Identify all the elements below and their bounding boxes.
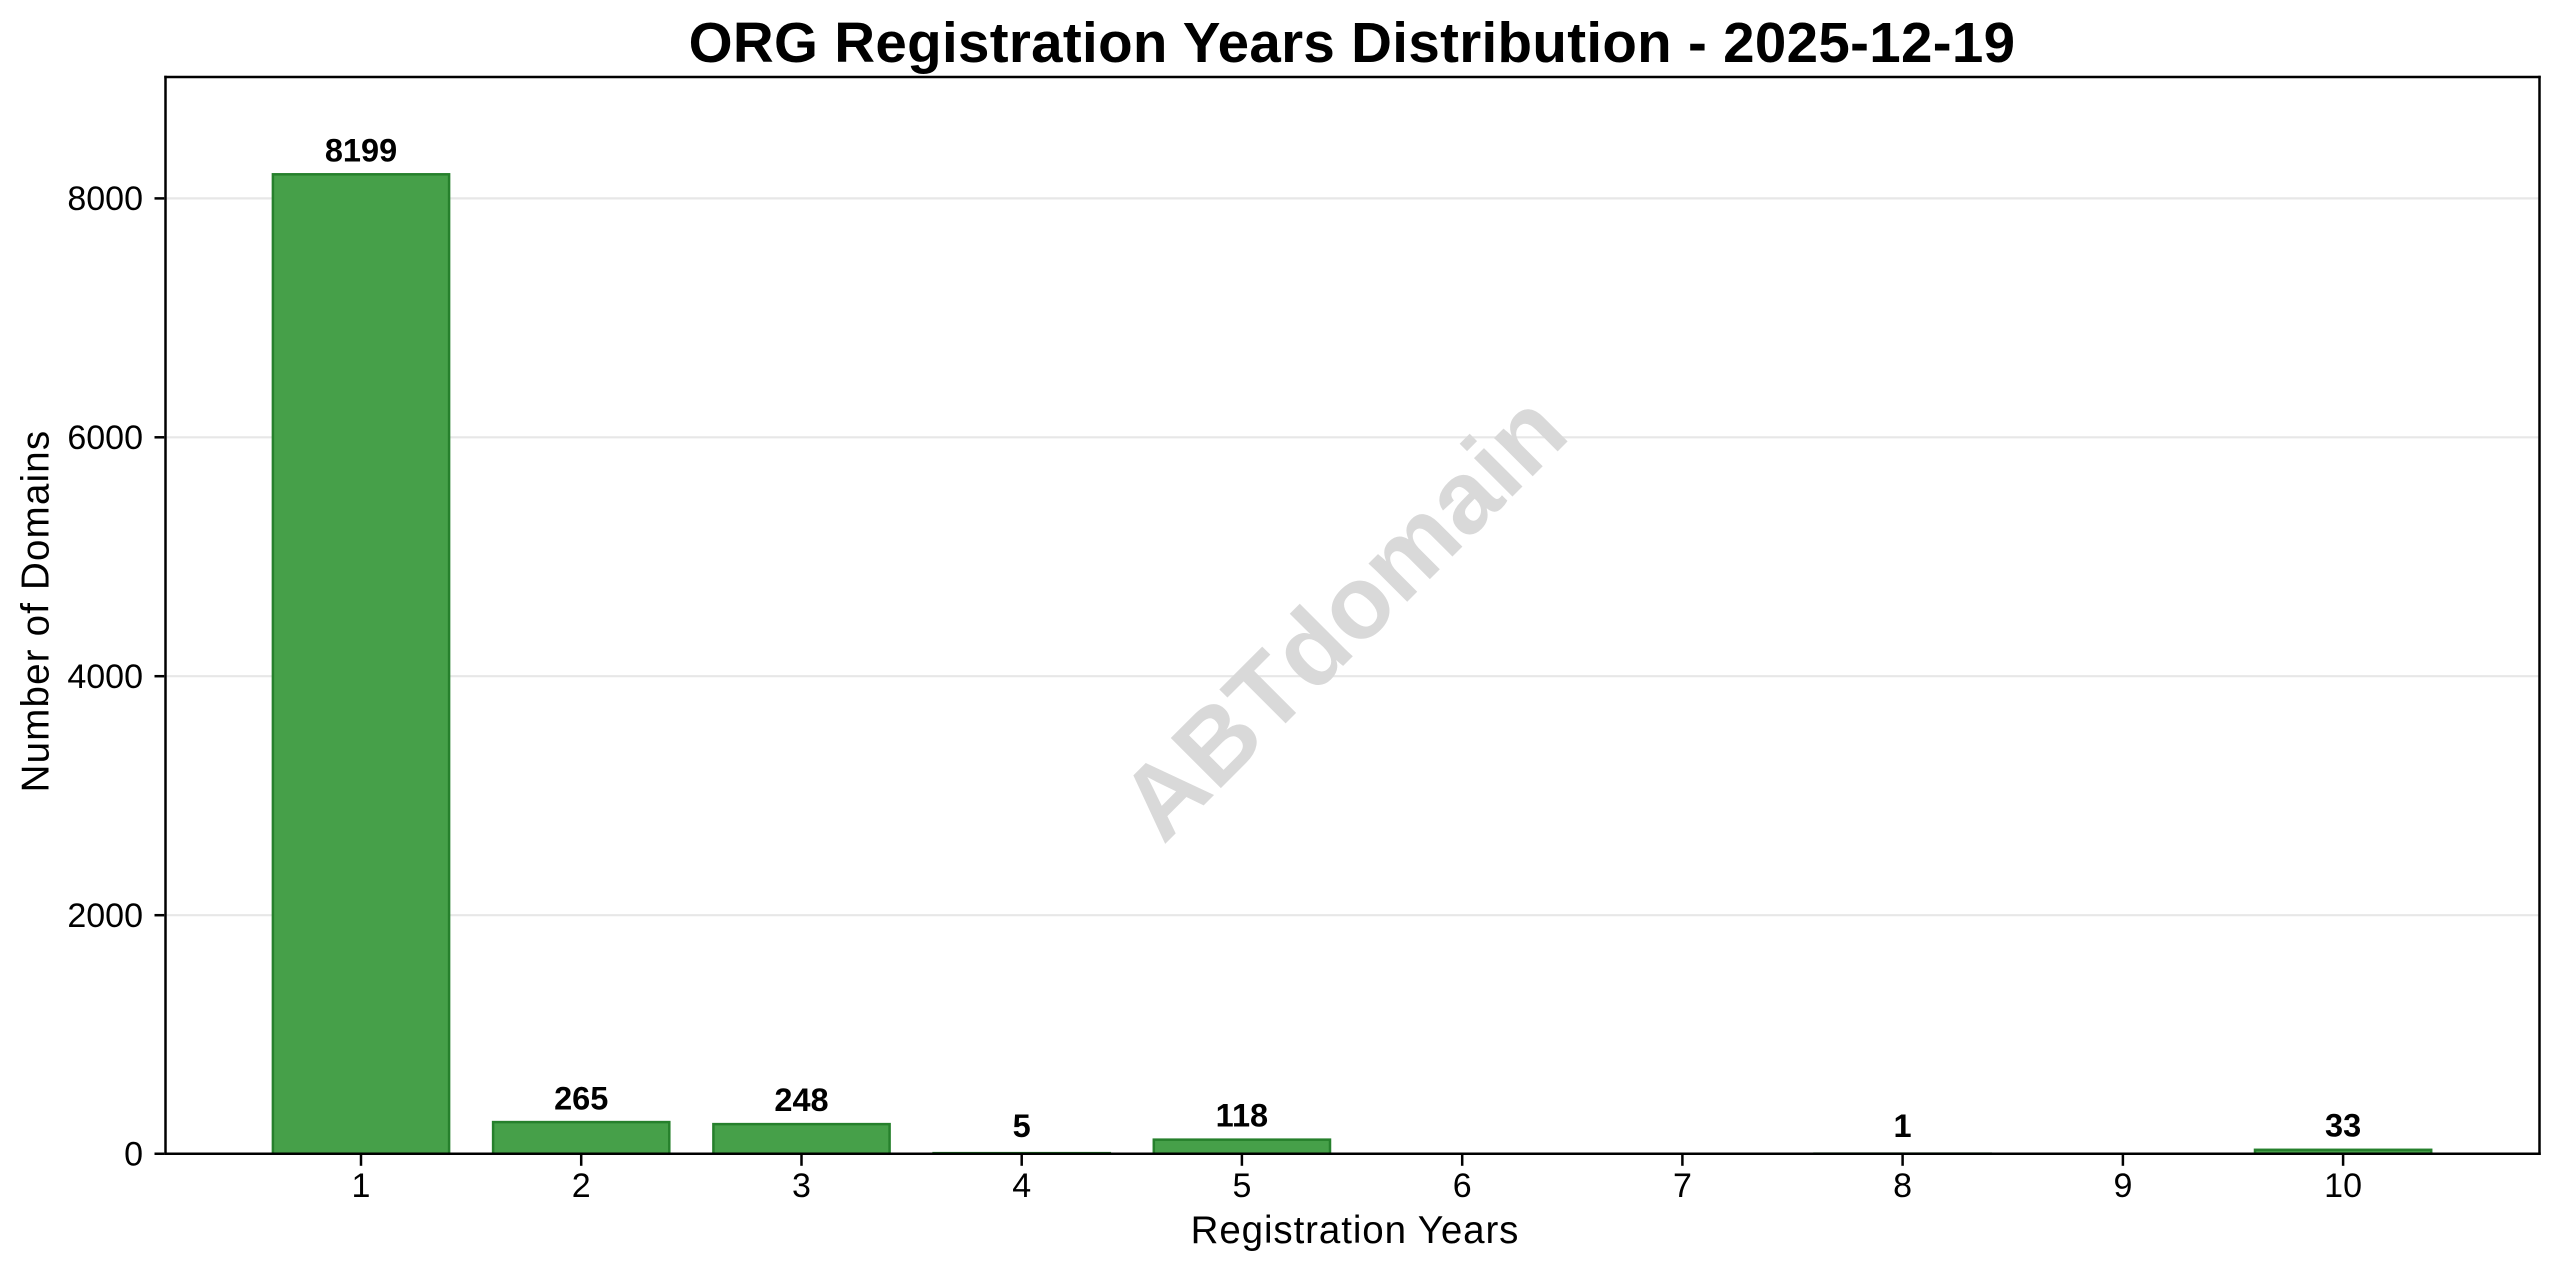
svg-text:Number of Domains: Number of Domains [15, 430, 58, 793]
svg-text:3: 3 [792, 1167, 811, 1205]
svg-text:8000: 8000 [67, 180, 143, 218]
svg-text:Registration Years: Registration Years [1191, 1209, 1520, 1252]
svg-text:2: 2 [572, 1167, 591, 1205]
svg-text:265: 265 [554, 1080, 608, 1116]
svg-text:8199: 8199 [325, 132, 397, 168]
svg-text:ORG Registration Years Distrib: ORG Registration Years Distribution - 20… [689, 11, 2016, 74]
svg-text:248: 248 [774, 1082, 828, 1118]
svg-text:10: 10 [2324, 1167, 2362, 1205]
svg-text:2000: 2000 [67, 897, 143, 935]
svg-text:7: 7 [1673, 1167, 1692, 1205]
svg-text:1: 1 [352, 1167, 371, 1205]
svg-text:0: 0 [124, 1136, 143, 1174]
svg-text:6000: 6000 [67, 419, 143, 457]
svg-text:1: 1 [1894, 1108, 1912, 1144]
svg-text:5: 5 [1232, 1167, 1251, 1205]
svg-text:5: 5 [1013, 1108, 1031, 1144]
svg-text:8: 8 [1893, 1167, 1912, 1205]
svg-text:118: 118 [1216, 1097, 1268, 1133]
svg-text:33: 33 [2325, 1108, 2361, 1144]
svg-text:9: 9 [2113, 1167, 2132, 1205]
svg-text:6: 6 [1453, 1167, 1472, 1205]
svg-text:4000: 4000 [67, 658, 143, 696]
svg-text:4: 4 [1012, 1167, 1031, 1205]
